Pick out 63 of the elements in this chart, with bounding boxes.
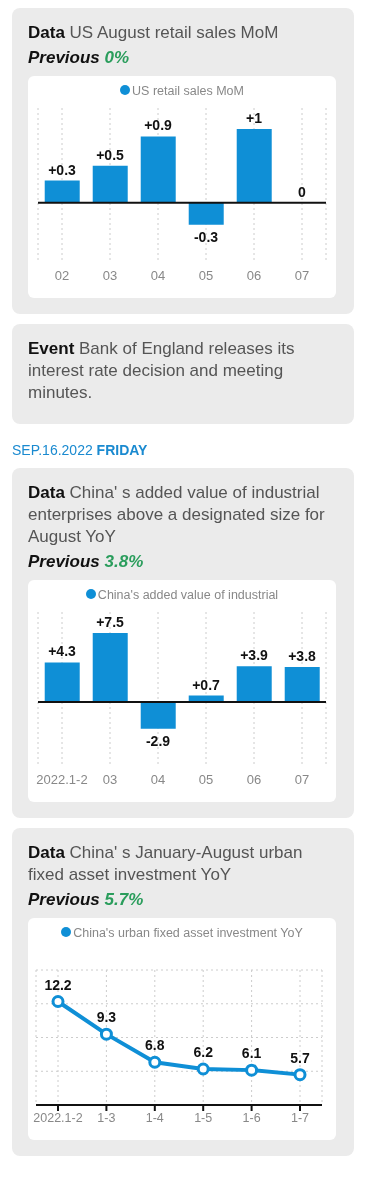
data-label: -2.9 — [145, 732, 171, 749]
text: SEP.16.2022 FRIDAY — [12, 442, 149, 458]
data-label: +0.7 — [192, 676, 221, 693]
x-tick-label: 1-7 — [290, 1110, 310, 1125]
data-label: +0.5 — [96, 146, 125, 163]
data-label: 0 — [298, 183, 307, 200]
point — [245, 1063, 259, 1077]
x-tick-label: 05 — [198, 772, 214, 788]
data-label: -0.3 — [193, 228, 219, 245]
bar — [140, 136, 176, 203]
point — [148, 1055, 162, 1069]
bar — [92, 165, 128, 203]
chart-title: Data China' s added value of industrial enterprises above a designated size for August YoY — [28, 482, 326, 548]
data-label: +3.8 — [288, 648, 317, 665]
point — [99, 1027, 113, 1041]
x-tick-label: 05 — [198, 268, 214, 284]
x-tick-label: 1-4 — [145, 1110, 164, 1125]
bar — [236, 666, 272, 703]
bar — [44, 662, 80, 703]
x-tick-label: 1-6 — [242, 1110, 261, 1125]
bar — [236, 129, 272, 203]
legend-label: US retail sales MoM — [131, 84, 244, 98]
data-label: 9.3 — [96, 1009, 117, 1026]
chart-subtitle: Previous 0% — [28, 48, 131, 68]
bar — [44, 180, 80, 203]
data-label: +1 — [246, 110, 263, 127]
data-label: 6.1 — [241, 1045, 262, 1062]
x-tick-label: 03 — [102, 772, 118, 788]
data-label: +7.5 — [96, 614, 125, 631]
data-label: +3.9 — [240, 647, 269, 664]
point — [51, 995, 65, 1008]
data-label: 6.2 — [193, 1044, 214, 1060]
chart-subtitle: Previous 3.8% — [28, 552, 145, 572]
text: Event Bank of England releases its interest rate decision and meeting minutes. — [28, 338, 296, 404]
x-tick-label: 03 — [102, 268, 118, 284]
data-label: 12.2 — [44, 976, 72, 993]
chart-title: Data China' s January-August urban fixed asset investment YoY — [28, 842, 304, 886]
x-tick-label: 07 — [294, 268, 310, 284]
x-tick-label: 1-3 — [97, 1110, 116, 1125]
x-tick-label: 2022.1-2 — [33, 1110, 83, 1125]
bar — [92, 633, 128, 703]
x-tick-label: 04 — [150, 772, 166, 788]
x-tick-label: 02 — [54, 268, 70, 284]
bar — [284, 667, 320, 703]
chart-title: Data US August retail sales MoM — [28, 22, 280, 44]
x-tick-label: 06 — [246, 268, 262, 284]
data-label: +0.9 — [144, 117, 173, 134]
bar — [140, 702, 176, 729]
x-tick-label: 2022.1-2 — [36, 772, 88, 788]
bar — [188, 202, 224, 225]
data-label: +4.3 — [48, 643, 77, 660]
x-tick-label: 07 — [294, 772, 310, 788]
x-tick-label: 1-5 — [194, 1110, 213, 1125]
data-label: +0.3 — [48, 161, 77, 178]
point — [293, 1068, 307, 1082]
chart-subtitle: Previous 5.7% — [28, 890, 145, 910]
x-tick-label: 04 — [150, 268, 166, 284]
point — [196, 1062, 210, 1076]
legend-label: China's urban fixed asset investment YoY — [72, 926, 303, 940]
x-tick-label: 06 — [246, 772, 262, 788]
legend-label: China's added value of industrial — [96, 588, 279, 602]
data-label: 6.8 — [145, 1037, 165, 1054]
data-label: 5.7 — [290, 1049, 310, 1066]
